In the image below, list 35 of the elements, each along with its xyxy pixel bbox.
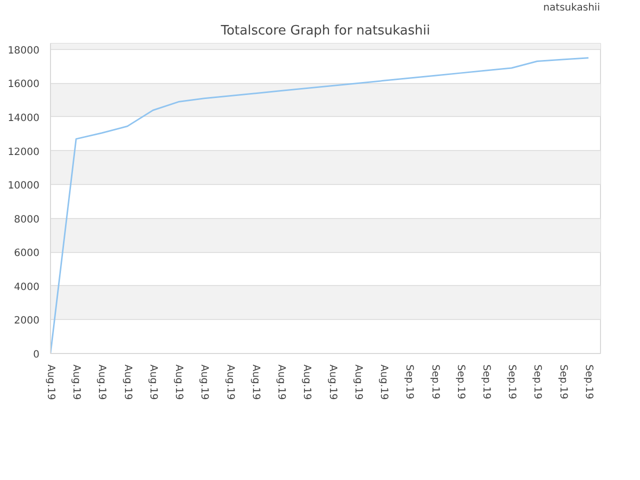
x-tick-label: Aug.19 — [326, 364, 338, 400]
y-tick-label: 0 — [33, 350, 40, 360]
x-tick-label: Aug.19 — [147, 364, 158, 400]
x-tick-label: Aug.19 — [250, 364, 261, 400]
x-tick-label: Aug.19 — [96, 364, 108, 400]
x-tick-label: Aug.19 — [70, 364, 82, 400]
y-tick-label: 6000 — [14, 248, 40, 260]
text: natsukashii — [543, 2, 600, 14]
y-tick-label: 10000 — [8, 180, 40, 192]
x-tick-label: Sep.19 — [506, 364, 518, 400]
y-tick-label: 14000 — [8, 112, 40, 124]
x-tick-label: Aug.19 — [45, 364, 56, 400]
x-tick-label: Aug.19 — [276, 364, 287, 400]
x-tick-label: Sep.19 — [404, 364, 415, 400]
x-tick-label: Aug.19 — [122, 364, 133, 400]
x-tick-label: Sep.19 — [480, 364, 492, 400]
y-tick-label: 18000 — [8, 45, 40, 56]
x-tick-label: Aug.19 — [198, 364, 210, 400]
y-tick-label: 16000 — [8, 79, 40, 90]
x-tick-label: Aug.19 — [352, 364, 364, 400]
y-tick-label: 4000 — [14, 282, 40, 293]
x-tick-label: Aug.19 — [173, 364, 184, 400]
y-tick-label: 2000 — [14, 316, 40, 327]
x-tick-label: Sep.19 — [582, 364, 594, 400]
x-tick-label: Sep.19 — [532, 364, 543, 400]
x-tick-label: Aug.19 — [301, 364, 312, 400]
x-tick-label: Sep.19 — [429, 364, 440, 400]
x-tick-label: Sep.19 — [454, 364, 466, 400]
x-tick-label: Aug.19 — [224, 364, 236, 400]
line-series — [50, 57, 590, 354]
x-tick-label: Aug.19 — [378, 364, 390, 400]
x-tick-label: Sep.19 — [557, 364, 568, 400]
y-tick-label: 8000 — [14, 214, 40, 226]
y-tick-label: 12000 — [8, 146, 40, 158]
chart-title: Totalscore Graph for natsukashii — [220, 24, 430, 38]
